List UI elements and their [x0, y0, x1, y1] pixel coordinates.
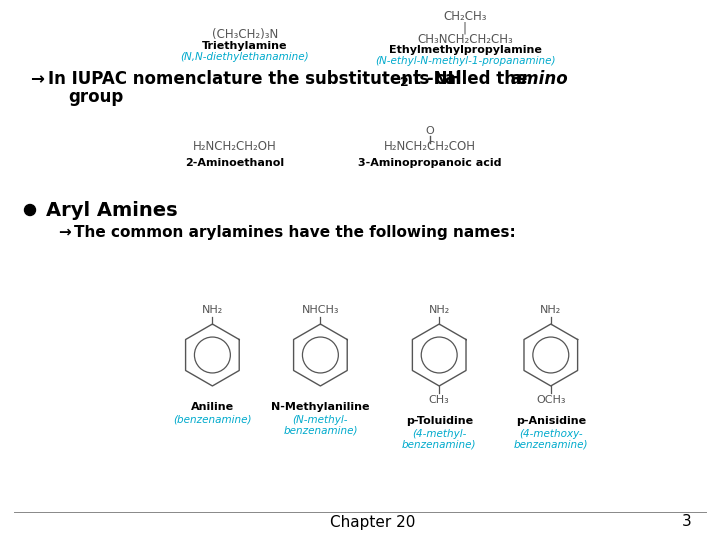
Text: Ethylmethylpropylamine: Ethylmethylpropylamine	[389, 45, 541, 55]
Text: (N-methyl-: (N-methyl-	[292, 415, 348, 425]
Text: (CH₃CH₂)₃N: (CH₃CH₂)₃N	[212, 28, 278, 41]
Text: NH₂: NH₂	[540, 305, 562, 315]
Text: O: O	[426, 126, 434, 136]
Text: →: →	[30, 70, 44, 88]
Text: 3: 3	[683, 515, 692, 530]
Text: H₂NCH₂CH₂COH: H₂NCH₂CH₂COH	[384, 140, 476, 153]
Text: OCH₃: OCH₃	[536, 395, 565, 405]
Text: 3-Aminopropanoic acid: 3-Aminopropanoic acid	[359, 158, 502, 168]
Text: The common arylamines have the following names:: The common arylamines have the following…	[74, 225, 516, 240]
Text: benzenamine): benzenamine)	[402, 440, 477, 450]
Text: In IUPAC nomenclature the substitutent -NH: In IUPAC nomenclature the substitutent -…	[48, 70, 462, 88]
Text: 2-Aminoethanol: 2-Aminoethanol	[186, 158, 284, 168]
Text: (N,N-diethylethanamine): (N,N-diethylethanamine)	[181, 52, 310, 62]
Text: (benzenamine): (benzenamine)	[173, 415, 252, 425]
Text: (4-methoxy-: (4-methoxy-	[519, 429, 582, 439]
Text: Chapter 20: Chapter 20	[330, 515, 415, 530]
Text: is called the: is called the	[408, 70, 533, 88]
Circle shape	[24, 205, 35, 215]
Text: NHCH₃: NHCH₃	[302, 305, 339, 315]
Text: |: |	[463, 22, 467, 35]
Text: p-Toluidine: p-Toluidine	[405, 416, 473, 426]
Text: →: →	[58, 225, 71, 240]
Text: CH₂CH₃: CH₂CH₃	[444, 10, 487, 23]
Text: group: group	[68, 88, 123, 106]
Text: Triethylamine: Triethylamine	[202, 41, 288, 51]
Text: p-Anisidine: p-Anisidine	[516, 416, 586, 426]
Text: benzenamine): benzenamine)	[283, 426, 358, 436]
Text: CH₃NCH₂CH₂CH₃: CH₃NCH₂CH₂CH₃	[417, 33, 513, 46]
Text: (4-methyl-: (4-methyl-	[412, 429, 467, 439]
Text: 2: 2	[400, 76, 409, 89]
Text: amino: amino	[511, 70, 569, 88]
Text: N-Methylaniline: N-Methylaniline	[271, 402, 369, 412]
Text: benzenamine): benzenamine)	[513, 440, 588, 450]
Text: NH₂: NH₂	[428, 305, 450, 315]
Text: CH₃: CH₃	[429, 395, 449, 405]
Text: NH₂: NH₂	[202, 305, 223, 315]
Text: Aniline: Aniline	[191, 402, 234, 412]
Text: (N-ethyl-N-methyl-1-propanamine): (N-ethyl-N-methyl-1-propanamine)	[374, 56, 555, 66]
Text: Aryl Amines: Aryl Amines	[46, 200, 178, 219]
Text: H₂NCH₂CH₂OH: H₂NCH₂CH₂OH	[193, 140, 277, 153]
